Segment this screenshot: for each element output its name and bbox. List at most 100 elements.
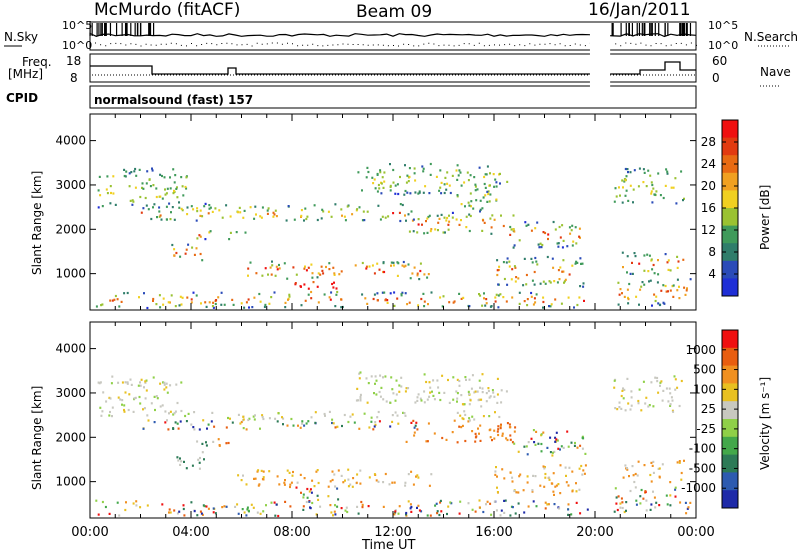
echo-cell: [140, 211, 143, 214]
echo-cell: [237, 413, 240, 416]
echo-cell: [169, 301, 171, 304]
echo-cell: [499, 293, 502, 296]
echo-cell: [484, 194, 487, 197]
echo-cell: [500, 401, 503, 404]
echo-cell: [158, 210, 161, 213]
echo-cell: [496, 401, 499, 404]
echo-cell: [404, 292, 407, 295]
echo-cell: [537, 243, 540, 246]
echo-cell: [353, 421, 356, 424]
echo-cell: [544, 501, 547, 504]
echo-cell: [139, 195, 142, 199]
echo-cell: [555, 431, 558, 434]
echo-cell: [549, 305, 552, 308]
echo-cell: [489, 502, 492, 505]
echo-cell: [498, 415, 501, 419]
echo-cell: [478, 166, 481, 169]
echo-cell: [384, 299, 387, 302]
echo-cell: [511, 506, 514, 509]
echo-cell: [584, 464, 587, 467]
echo-cell: [426, 514, 429, 517]
echo-cell: [332, 422, 335, 425]
echo-cell: [571, 470, 574, 473]
echo-cell: [657, 172, 660, 175]
echo-cell: [292, 266, 295, 269]
echo-cell: [286, 469, 289, 472]
echo-cell: [123, 168, 126, 171]
echo-cell: [630, 396, 633, 399]
echo-cell: [478, 379, 481, 382]
echo-cell: [165, 382, 168, 385]
echo-cell: [284, 306, 287, 309]
echo-cell: [642, 181, 645, 184]
colorbar-tick-label: -100: [689, 442, 716, 456]
echo-cell: [175, 251, 178, 255]
echo-cell: [490, 226, 493, 229]
echo-cell: [406, 191, 409, 194]
echo-cell: [286, 424, 289, 427]
echo-cell: [497, 294, 500, 297]
echo-cell: [138, 395, 141, 399]
echo-cell: [624, 167, 627, 171]
echo-cell: [474, 185, 477, 188]
echo-cell: [130, 171, 133, 174]
echo-cell: [375, 379, 378, 382]
echo-cell: [557, 242, 560, 245]
echo-cell: [229, 417, 231, 420]
echo-cell: [423, 305, 426, 308]
echo-cell: [505, 390, 508, 393]
echo-cell: [405, 219, 407, 222]
echo-cell: [465, 378, 467, 381]
echo-cell: [335, 293, 338, 296]
echo-cell: [475, 199, 478, 202]
echo-cell: [108, 414, 111, 417]
echo-cell: [292, 424, 295, 427]
echo-cell: [392, 264, 395, 267]
echo-cell: [163, 383, 166, 386]
echo-cell: [410, 470, 413, 473]
echo-cell: [276, 420, 279, 423]
colorbar-tick-label: 28: [701, 135, 716, 149]
colorbar-tick-label: 500: [693, 363, 716, 377]
echo-cell: [408, 175, 411, 178]
echo-cell: [277, 514, 280, 518]
echo-cell: [180, 303, 183, 306]
echo-cell: [264, 303, 267, 306]
echo-cell: [546, 255, 549, 259]
echo-cell: [494, 473, 497, 476]
echo-cell: [199, 510, 202, 513]
echo-cell: [203, 458, 205, 461]
echo-cell: [511, 296, 514, 299]
echo-cell: [421, 165, 424, 168]
echo-cell: [625, 175, 628, 178]
echo-cell: [167, 301, 170, 304]
echo-cell: [651, 268, 654, 271]
echo-cell: [376, 299, 379, 302]
echo-cell: [250, 503, 253, 506]
echo-cell: [634, 486, 637, 489]
colorbar-segment: [722, 278, 738, 297]
echo-cell: [259, 300, 262, 303]
echo-cell: [407, 500, 410, 503]
echo-cell: [584, 452, 587, 455]
echo-cell: [655, 501, 658, 504]
echo-cell: [200, 512, 203, 515]
echo-cell: [551, 454, 554, 457]
echo-cell: [470, 205, 472, 208]
echo-cell: [392, 168, 395, 172]
echo-cell: [334, 426, 337, 429]
echo-cell: [328, 262, 331, 265]
echo-cell: [205, 305, 208, 308]
echo-cell: [526, 475, 529, 478]
echo-cell: [416, 274, 419, 277]
echo-cell: [579, 444, 582, 447]
echo-cell: [546, 446, 549, 449]
echo-cell: [145, 379, 148, 382]
echo-cell: [578, 235, 581, 238]
echo-cell: [258, 483, 261, 486]
echo-cell: [257, 469, 260, 472]
echo-cell: [662, 196, 665, 200]
echo-cell: [173, 412, 176, 415]
echo-cell: [335, 287, 338, 290]
echo-cell: [656, 376, 659, 380]
